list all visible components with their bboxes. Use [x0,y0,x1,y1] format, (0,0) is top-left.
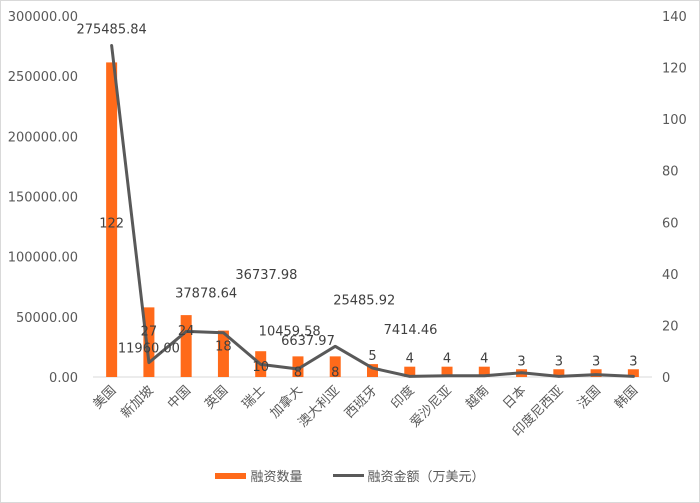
category-label: 韩国 [612,383,641,412]
right-axis-tick: 100 [662,113,687,128]
line-data-label: 275485.84 [76,22,146,37]
category-label: 西班牙 [342,383,380,421]
bar [553,369,565,377]
category-label: 中国 [165,383,194,412]
bar [367,364,378,377]
legend-bar-label: 融资数量 [250,470,303,485]
category-label: 瑞士 [240,383,269,412]
bar [478,366,490,377]
category-label: 印度 [388,383,418,413]
bar-data-label: 3 [592,354,600,369]
bar-data-label: 3 [555,354,563,369]
category-label: 澳大利亚 [295,383,343,431]
bar [627,369,639,377]
bar-data-label: 3 [629,354,637,369]
right-axis-tick: 40 [662,268,679,283]
legend-line-label: 融资金额（万美元） [367,470,485,485]
line-data-label: 6637.97 [281,334,335,349]
line-data-label: 37878.64 [175,286,237,301]
bar-swatch-icon [215,472,247,479]
bar [292,356,304,377]
line-swatch-icon [332,474,364,477]
right-axis-tick: 20 [662,319,679,334]
bar-data-label: 4 [406,352,414,367]
left-axis-tick: 300000.00 [8,10,78,25]
bar [441,366,453,377]
category-label: 美国 [90,383,119,412]
category-label: 英国 [202,383,231,412]
category-label: 日本 [500,383,529,412]
bar-data-label: 4 [443,352,451,367]
bar-data-label: 24 [178,324,195,339]
right-axis-tick: 0 [662,371,670,386]
bar-data-label: 122 [99,216,124,231]
bar-data-label: 5 [368,349,376,364]
right-axis-tick: 80 [662,165,679,180]
category-label: 新加坡 [118,383,157,422]
bar-data-label: 8 [294,365,302,380]
left-axis-tick: 250000.00 [8,70,78,85]
bar-data-label: 27 [141,324,158,339]
right-axis-tick: 60 [662,216,679,231]
line-data-label: 25485.92 [333,293,395,308]
line-data-label: 10459.58 [259,324,321,339]
bar-data-label: 18 [215,340,232,355]
left-axis-tick: 200000.00 [8,130,78,145]
bar [106,62,118,378]
left-axis-tick: 100000.00 [8,251,78,266]
bar-data-label: 4 [480,352,488,367]
category-label: 爱沙尼亚 [407,383,454,430]
bar-data-label: 8 [331,365,339,380]
bar [180,315,192,377]
legend-item-line: 融资金额（万美元） [332,466,485,485]
left-axis-tick: 150000.00 [8,191,78,206]
bar [404,366,416,377]
right-axis-tick: 120 [662,62,687,77]
legend-item-bar: 融资数量 [215,466,303,485]
right-axis-tick: 140 [662,10,687,25]
amount-line [110,43,635,378]
bar [143,307,155,377]
left-axis-tick: 50000.00 [16,311,78,326]
bar-data-label: 3 [517,354,525,369]
left-axis-tick: 0.00 [49,371,78,386]
bar [217,330,229,377]
bar-data-label: 10 [252,360,269,375]
line-data-label: 36737.98 [235,268,297,283]
line-data-label: 11960.00 [118,342,180,357]
category-label: 法国 [575,383,604,412]
legend: 融资数量 融资金额（万美元） [0,466,700,485]
category-label: 越南 [462,383,492,413]
line-data-label: 7414.46 [384,323,438,338]
bar [329,356,341,377]
